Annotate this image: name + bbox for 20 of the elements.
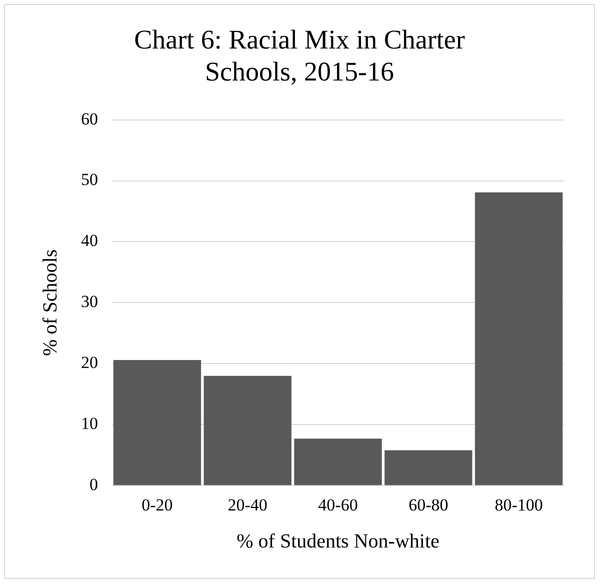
bar (474, 192, 563, 486)
y-tick-label: 30 (81, 292, 98, 312)
bar (113, 360, 202, 486)
y-tick-label: 0 (90, 475, 98, 494)
x-axis-title: % of Students Non-white (236, 530, 440, 552)
y-tick-label: 20 (81, 353, 98, 372)
x-tick-label: 40-60 (318, 495, 358, 514)
y-tick-label: 40 (81, 231, 98, 250)
y-tick-label: 50 (81, 170, 98, 190)
x-tick-label: 20-40 (228, 495, 268, 514)
y-tick-label: 60 (81, 109, 98, 128)
bar (384, 450, 472, 486)
chart-title: Chart 6: Racial Mix in Charter Schools, 2015-16 (134, 24, 465, 87)
y-axis-title: % of Schools (39, 249, 62, 356)
bar (204, 376, 292, 486)
x-tick-label: 60-80 (408, 495, 448, 514)
x-tick-label: 0-20 (142, 495, 173, 514)
y-tick-label: 10 (81, 414, 98, 434)
bar (294, 438, 382, 486)
x-tick-label: 80-100 (494, 495, 543, 514)
